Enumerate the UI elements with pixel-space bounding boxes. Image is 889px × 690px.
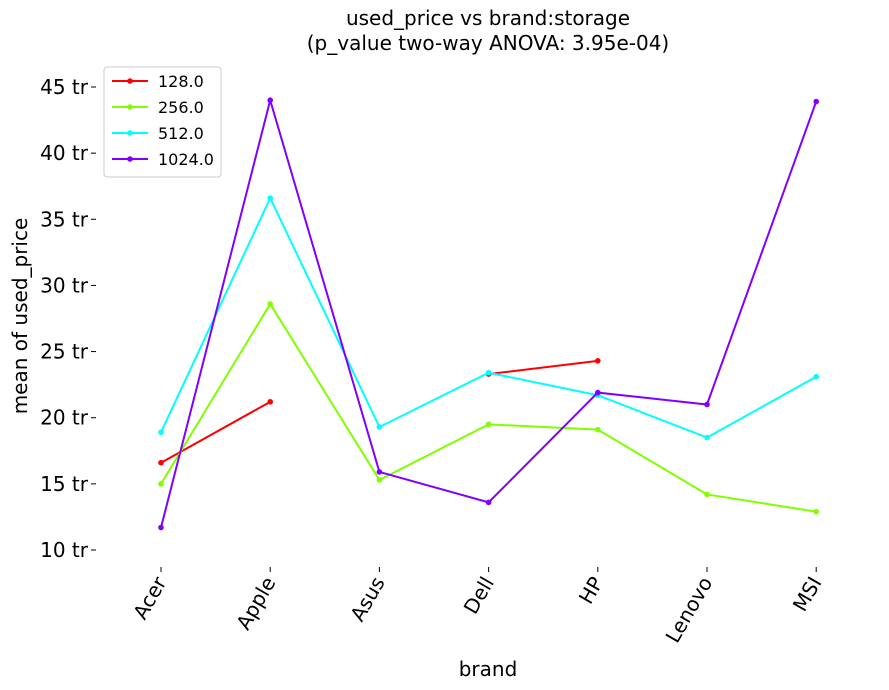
y-tick-label: 45 tr <box>40 75 89 99</box>
y-axis-label: mean of used_price <box>8 218 32 415</box>
legend-marker <box>127 78 133 84</box>
series-512.0 <box>158 195 819 441</box>
x-tick-label: HP <box>574 573 608 608</box>
data-point <box>376 477 383 483</box>
y-axis: 10 tr 15 tr 20 tr 25 tr 30 tr 35 tr 40 tr 45 tr <box>40 75 96 562</box>
data-point <box>267 195 274 201</box>
data-point <box>485 499 492 506</box>
x-tick-label: Apple <box>231 573 280 634</box>
data-point <box>485 369 492 376</box>
data-point <box>267 301 274 307</box>
data-point <box>813 508 819 515</box>
data-point <box>813 98 819 105</box>
series-line <box>160 400 271 464</box>
y-tick-label: 15 tr <box>40 472 89 496</box>
legend-marker <box>127 104 133 110</box>
legend-marker <box>127 156 133 162</box>
data-point <box>376 424 383 430</box>
data-point <box>704 401 710 408</box>
y-tick-label: 25 tr <box>40 340 89 364</box>
series-line <box>160 195 817 439</box>
data-point <box>158 481 164 487</box>
series-256.0 <box>158 301 819 515</box>
legend-label: 128.0 <box>158 72 204 91</box>
x-tick-label: Dell <box>459 573 499 619</box>
chart-title: used_price vs brand:storage <box>346 6 630 30</box>
plot-area <box>158 96 819 531</box>
data-point <box>158 524 164 531</box>
legend-label: 512.0 <box>158 124 204 143</box>
data-point <box>704 434 710 441</box>
data-point <box>595 426 601 433</box>
y-tick-label: 20 tr <box>40 406 89 430</box>
x-axis-label: brand <box>459 657 518 681</box>
data-point <box>595 358 601 364</box>
legend: 128.0 256.0 512.0 1024.0 <box>103 66 222 178</box>
data-point <box>704 491 710 498</box>
data-point <box>813 373 819 380</box>
chart-subtitle: (p_value two-way ANOVA: 3.95e-04) <box>307 31 669 55</box>
legend-label: 1024.0 <box>158 150 214 169</box>
legend-frame <box>103 66 222 178</box>
series-128.0 <box>158 358 601 466</box>
data-point <box>595 389 601 396</box>
x-tick-label: Asus <box>345 573 389 626</box>
series-line <box>488 359 598 376</box>
data-point <box>267 399 274 405</box>
x-tick-label: MSI <box>788 573 827 616</box>
data-point <box>485 421 492 428</box>
legend-label: 256.0 <box>158 98 204 117</box>
series-1024.0 <box>158 96 819 531</box>
legend-marker <box>127 130 133 136</box>
x-axis: Acer Apple Asus Dell HP Lenovo MSI <box>128 567 827 647</box>
x-tick-label: Lenovo <box>660 573 717 647</box>
data-point <box>158 429 164 436</box>
y-tick-label: 35 tr <box>40 207 89 231</box>
x-tick-label: Acer <box>128 572 172 624</box>
data-point <box>158 459 164 466</box>
y-tick-label: 30 tr <box>40 273 89 297</box>
series-line <box>160 96 818 528</box>
data-point <box>376 469 383 475</box>
data-point <box>267 97 274 104</box>
y-tick-label: 10 tr <box>40 538 89 562</box>
y-tick-label: 40 tr <box>40 141 89 165</box>
